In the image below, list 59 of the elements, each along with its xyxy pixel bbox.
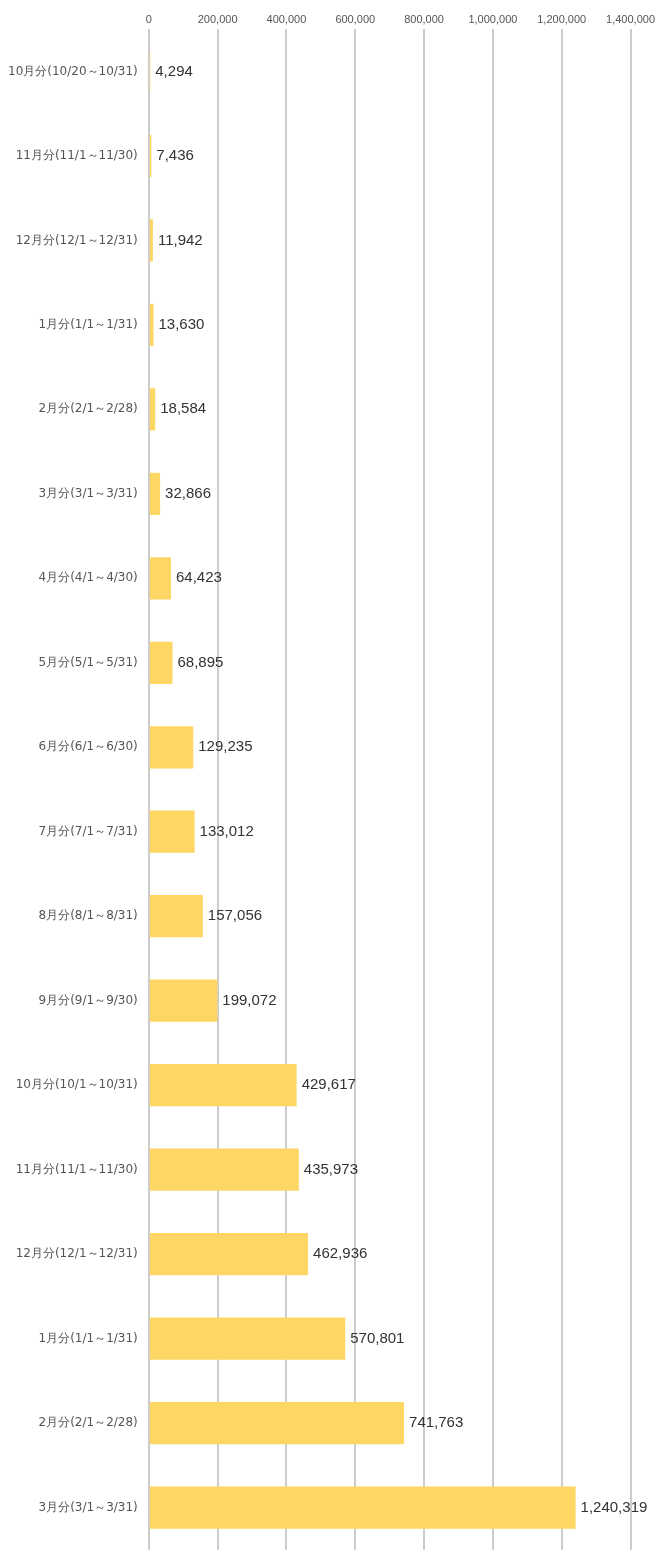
data-label: 462,936 — [313, 1244, 368, 1262]
y-tick-label: 2月分(2/1～2/28) — [38, 401, 138, 416]
y-tick-label: 1月分(1/1～1/31) — [38, 1330, 138, 1345]
y-tick-label: 2月分(2/1～2/28) — [38, 1415, 138, 1430]
data-label: 64,423 — [175, 568, 222, 586]
x-tick-label: 1,000,000 — [468, 12, 518, 25]
y-tick-label: 11月分(11/1～11/30) — [15, 148, 138, 163]
y-tick-label: 1月分(1/1～1/31) — [38, 317, 138, 331]
data-label: 157,056 — [207, 906, 263, 924]
data-label: 7,436 — [156, 146, 194, 164]
data-label: 4,294 — [155, 61, 193, 79]
data-label: 68,895 — [177, 652, 224, 670]
bar — [149, 726, 194, 769]
data-label: 429,617 — [301, 1075, 356, 1093]
data-label: 129,235 — [198, 737, 253, 755]
x-tick-label: 600,000 — [335, 12, 376, 25]
data-label: 199,072 — [222, 990, 277, 1008]
bar — [149, 1064, 297, 1107]
x-tick-label: 1,200,000 — [537, 12, 587, 25]
data-label: 32,866 — [165, 483, 211, 501]
bar — [149, 1233, 309, 1276]
x-tick-label: 0 — [145, 12, 152, 25]
y-tick-label: 7月分(7/1～7/31) — [38, 823, 138, 838]
x-tick-label: 800,000 — [404, 12, 444, 25]
data-label: 741,763 — [409, 1413, 464, 1431]
data-label: 1,240,319 — [580, 1497, 648, 1515]
bar — [149, 810, 195, 853]
bar — [149, 219, 153, 262]
x-tick-label: 400,000 — [266, 12, 307, 25]
y-tick-label: 4月分(4/1～4/30) — [38, 570, 138, 585]
bar — [149, 1317, 346, 1360]
y-tick-label: 11月分(11/1～11/30) — [15, 1161, 138, 1176]
data-label: 13,630 — [158, 315, 205, 333]
x-tick-label: 1,400,000 — [606, 12, 655, 25]
data-label: 570,801 — [350, 1328, 405, 1346]
bar — [149, 979, 218, 1022]
y-tick-label: 10月分(10/20～10/31) — [8, 63, 138, 78]
data-label: 18,584 — [160, 399, 207, 417]
y-tick-label: 12月分(12/1～12/31) — [15, 232, 138, 247]
y-tick-label: 12月分(12/1～12/31) — [15, 1246, 138, 1261]
y-tick-label: 9月分(9/1～9/30) — [38, 992, 138, 1007]
y-tick-label: 3月分(3/1～3/31) — [38, 1499, 138, 1514]
y-tick-label: 8月分(8/1～8/31) — [38, 908, 138, 923]
bar — [149, 1486, 576, 1529]
bar — [149, 388, 156, 431]
bar — [149, 557, 171, 600]
y-tick-label: 10月分(10/1～10/31) — [15, 1077, 138, 1092]
y-tick-label: 6月分(6/1～6/30) — [38, 739, 138, 754]
data-label: 133,012 — [199, 821, 254, 839]
y-tick-label: 5月分(5/1～5/31) — [38, 654, 138, 669]
bar — [149, 641, 173, 684]
y-tick-label: 3月分(3/1～3/31) — [38, 485, 138, 500]
bar — [149, 1148, 299, 1191]
bar — [149, 1401, 405, 1445]
bar — [149, 472, 161, 515]
bar — [149, 895, 203, 938]
data-label: 435,973 — [303, 1159, 359, 1177]
x-tick-label: 200,000 — [197, 12, 238, 25]
data-label: 11,942 — [157, 230, 203, 248]
